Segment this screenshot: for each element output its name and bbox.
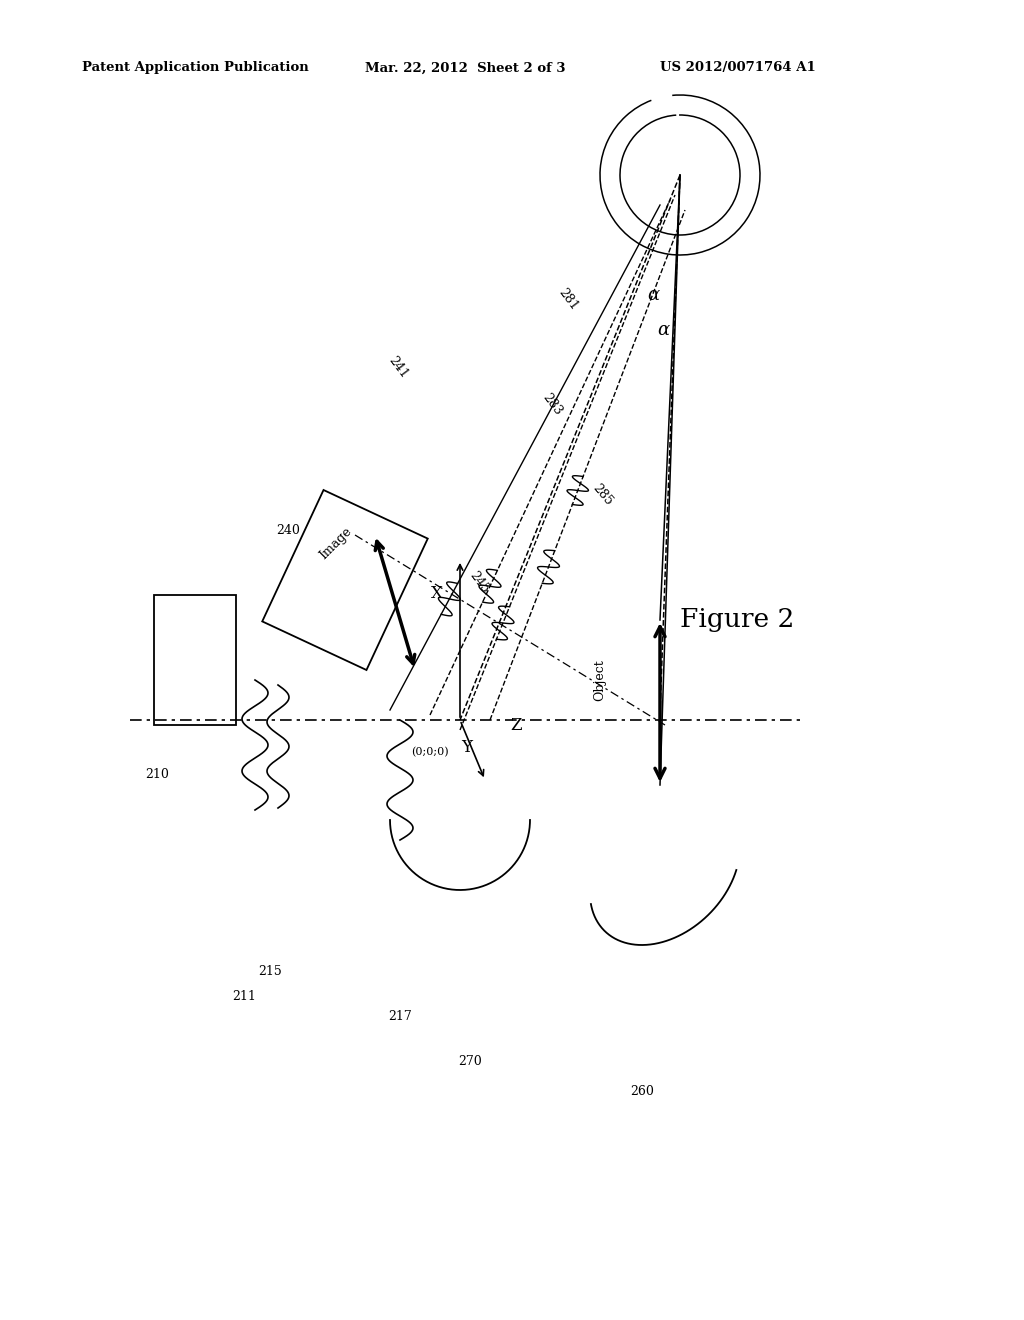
Text: 241: 241	[386, 354, 411, 381]
Text: 285: 285	[590, 482, 615, 508]
Text: 211: 211	[232, 990, 256, 1003]
Text: Mar. 22, 2012  Sheet 2 of 3: Mar. 22, 2012 Sheet 2 of 3	[365, 62, 565, 74]
Text: X: X	[431, 585, 443, 602]
Text: 270: 270	[458, 1055, 481, 1068]
Bar	[154, 595, 236, 725]
Text: 210: 210	[145, 768, 169, 781]
Text: 245: 245	[467, 569, 492, 597]
Text: Z: Z	[510, 718, 522, 734]
Text: 217: 217	[388, 1010, 412, 1023]
Text: 215: 215	[258, 965, 282, 978]
Text: Image: Image	[317, 524, 354, 561]
Text: (0;0;0): (0;0;0)	[412, 747, 449, 758]
Text: Object: Object	[594, 659, 606, 701]
Text: Y: Y	[462, 739, 472, 756]
Text: 240: 240	[276, 524, 300, 536]
Text: 283: 283	[540, 391, 565, 418]
Text: 281: 281	[556, 286, 581, 313]
Text: Patent Application Publication: Patent Application Publication	[82, 62, 309, 74]
Text: Figure 2: Figure 2	[680, 607, 795, 632]
Text: α: α	[647, 286, 659, 304]
Text: US 2012/0071764 A1: US 2012/0071764 A1	[660, 62, 816, 74]
Text: 260: 260	[630, 1085, 654, 1098]
Text: α: α	[657, 321, 669, 339]
